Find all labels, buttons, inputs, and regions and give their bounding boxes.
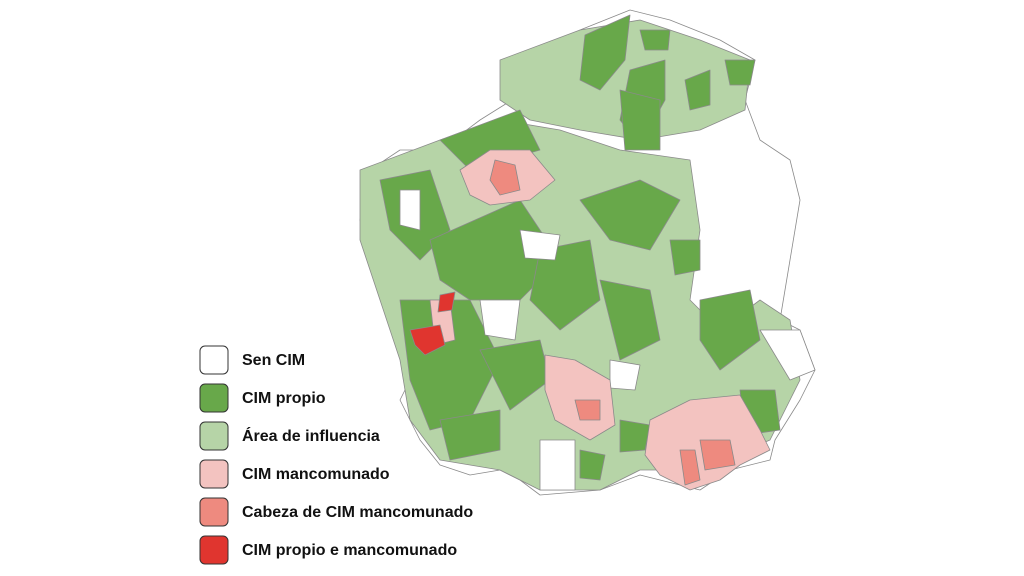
region (759, 329, 816, 381)
legend-label: Sen CIM (242, 352, 305, 369)
region (539, 439, 576, 491)
legend-label: CIM propio (242, 390, 326, 407)
region (699, 439, 736, 471)
region (399, 189, 421, 231)
legend: Sen CIM CIM propio Área de influencia CIM m… (199, 345, 473, 565)
region (409, 324, 446, 356)
region (619, 419, 651, 453)
region (579, 14, 631, 91)
legend-label: Área de influencia (242, 426, 380, 445)
region (684, 69, 711, 111)
legend-label: Cabeza de CIM mancomunado (242, 504, 473, 521)
region (579, 179, 681, 251)
region (699, 289, 761, 371)
region (669, 239, 701, 276)
legend-swatch (199, 535, 229, 565)
region (579, 449, 606, 481)
region (609, 359, 641, 391)
region (519, 229, 561, 261)
region (724, 59, 756, 86)
legend-swatch (199, 497, 229, 527)
region (574, 399, 601, 421)
region (529, 239, 601, 331)
legend-label: CIM propio e mancomunado (242, 542, 457, 559)
legend-swatch (199, 459, 229, 489)
region (599, 279, 661, 361)
legend-label: CIM mancomunado (242, 466, 390, 483)
region (499, 19, 751, 141)
map (359, 9, 816, 496)
region (439, 409, 501, 461)
region (479, 299, 521, 341)
region (489, 159, 521, 196)
region (639, 29, 671, 51)
region (437, 291, 456, 313)
legend-swatch (199, 383, 229, 413)
legend-swatch (199, 345, 229, 375)
legend-swatch (199, 421, 229, 451)
region (619, 89, 661, 151)
region (679, 449, 701, 486)
